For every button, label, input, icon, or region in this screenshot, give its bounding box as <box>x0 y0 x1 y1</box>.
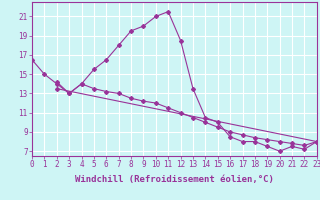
X-axis label: Windchill (Refroidissement éolien,°C): Windchill (Refroidissement éolien,°C) <box>75 175 274 184</box>
